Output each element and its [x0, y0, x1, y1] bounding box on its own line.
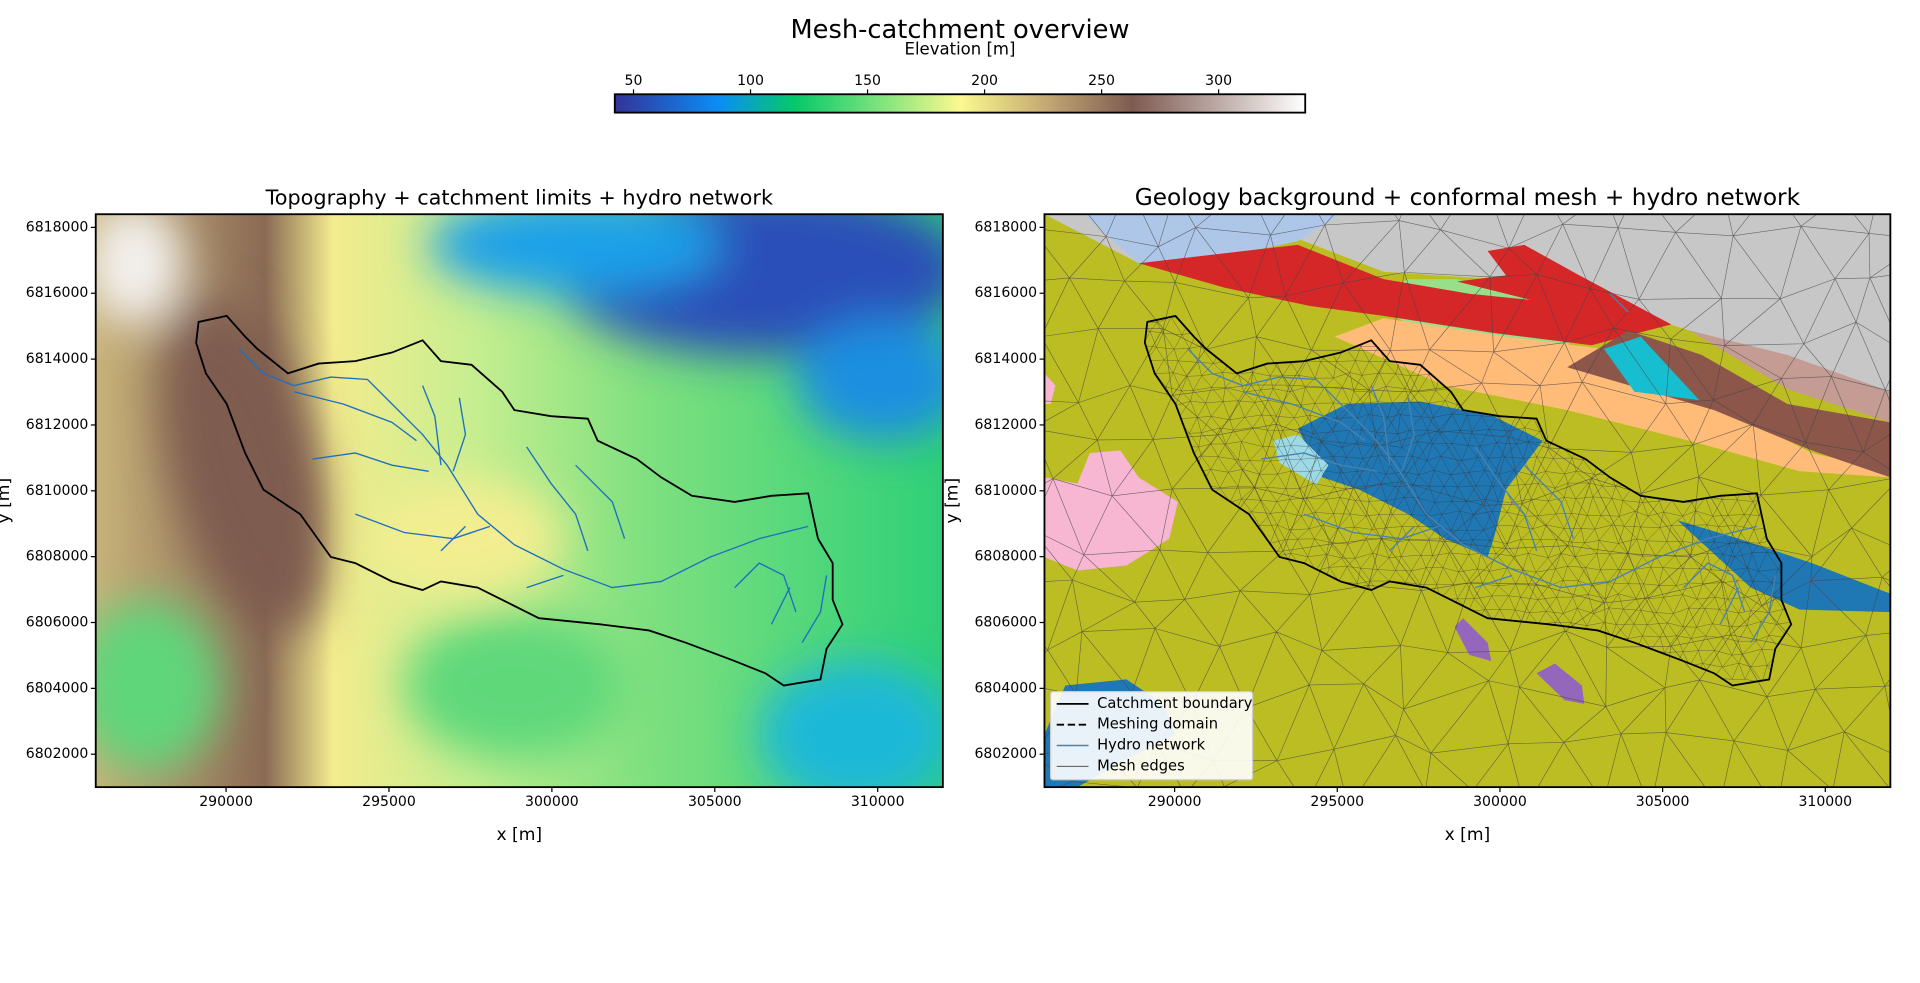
colorbar-tick-label: 200: [971, 73, 998, 89]
x-tick-label: 290000: [1148, 794, 1202, 810]
colorbar-label: Elevation [m]: [905, 40, 1016, 59]
legend-box: [1049, 691, 1254, 781]
x-tick-label: 310000: [1798, 794, 1852, 810]
x-tick-label: 310000: [851, 794, 905, 810]
colorbar-tick-label: 150: [854, 73, 881, 89]
panel-title: Topography + catchment limits + hydro ne…: [265, 185, 773, 209]
x-tick-label: 305000: [1636, 794, 1690, 810]
y-tick-label: 6814000: [974, 351, 1037, 367]
y-tick-label: 6818000: [26, 219, 89, 235]
legend-label: Mesh edges: [1097, 757, 1185, 774]
y-tick-label: 6816000: [26, 285, 89, 301]
y-axis-label: y [m]: [0, 478, 14, 524]
x-tick-label: 300000: [1473, 794, 1527, 810]
legend-label: Meshing domain: [1097, 716, 1218, 733]
y-tick-label: 6804000: [26, 680, 89, 696]
y-tick-label: 6806000: [26, 615, 89, 631]
y-tick-label: 6802000: [26, 746, 89, 762]
y-tick-label: 6808000: [974, 549, 1037, 565]
legend-label: Catchment boundary: [1097, 695, 1253, 712]
colorbar: [613, 93, 1307, 114]
y-axis-label: y [m]: [943, 478, 963, 524]
x-tick-label: 290000: [199, 794, 253, 810]
x-tick-label: 295000: [362, 794, 416, 810]
colorbar-tick-label: 100: [737, 73, 764, 89]
y-tick-label: 6810000: [26, 483, 89, 499]
x-tick-label: 300000: [525, 794, 579, 810]
panel-title: Geology background + conformal mesh + hy…: [1135, 184, 1801, 211]
colorbar-tick-label: 50: [625, 73, 643, 89]
axes: Topography + catchment limits + hydro ne…: [0, 40, 1892, 845]
y-tick-label: 6816000: [974, 285, 1037, 301]
y-tick-label: 6814000: [26, 351, 89, 367]
axes-frame: [94, 213, 944, 789]
x-axis-label: x [m]: [1445, 825, 1491, 845]
y-tick-label: 6812000: [26, 417, 89, 433]
y-tick-label: 6818000: [974, 219, 1037, 235]
colorbar-tick-label: 250: [1088, 73, 1115, 89]
x-tick-label: 295000: [1310, 794, 1364, 810]
x-axis-label: x [m]: [496, 825, 542, 845]
y-tick-label: 6806000: [974, 615, 1037, 631]
topography: [95, 214, 943, 788]
figure-title: Mesh-catchment overview: [790, 15, 1129, 45]
y-tick-label: 6804000: [974, 680, 1037, 696]
y-tick-label: 6808000: [26, 549, 89, 565]
axes-frame: [1043, 213, 1892, 789]
x-tick-label: 305000: [688, 794, 742, 810]
colorbar-tick-label: 300: [1205, 73, 1232, 89]
legend-label: Hydro network: [1097, 737, 1205, 754]
y-tick-label: 6812000: [974, 417, 1037, 433]
y-tick-label: 6802000: [974, 746, 1037, 762]
y-tick-label: 6810000: [974, 483, 1037, 499]
